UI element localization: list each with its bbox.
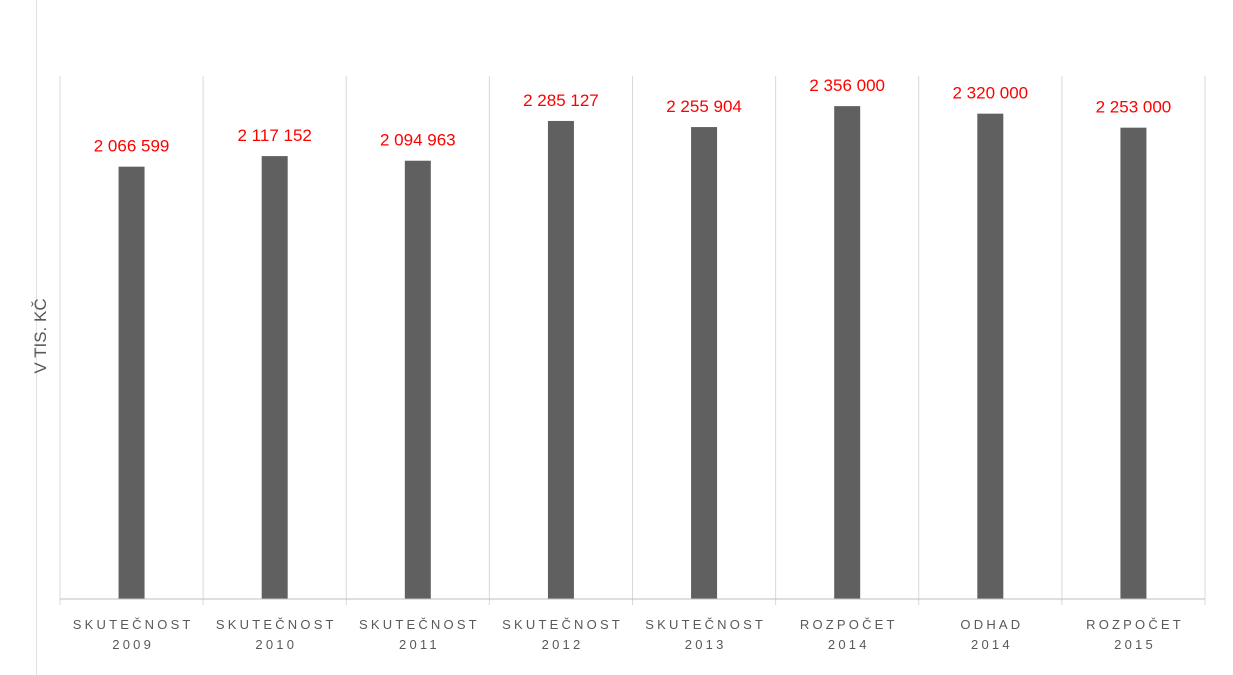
- x-tick-label: SKUTEČNOST: [73, 617, 194, 632]
- bar: [691, 127, 718, 599]
- x-tick-label: 2014: [971, 637, 1013, 652]
- data-label: 2 255 904: [666, 97, 742, 116]
- bar: [834, 106, 861, 599]
- x-tick-label: 2013: [685, 637, 727, 652]
- x-tick-label: SKUTEČNOST: [216, 617, 337, 632]
- x-tick-label: SKUTEČNOST: [645, 617, 766, 632]
- data-label: 2 094 963: [380, 131, 456, 150]
- data-label: 2 356 000: [809, 76, 885, 95]
- x-tick-label: SKUTEČNOST: [502, 617, 623, 632]
- data-label: 2 117 152: [238, 126, 312, 145]
- x-tick-label: 2014: [828, 637, 870, 652]
- bars: [118, 106, 1147, 600]
- x-axis-tick-labels: SKUTEČNOST 2009 SKUTEČNOST 2010 SKUTEČNOST 20…: [73, 617, 1184, 652]
- bar: [118, 166, 145, 600]
- x-tick-label: 2011: [399, 637, 440, 652]
- data-label: 2 253 000: [1096, 98, 1172, 117]
- frame-left-border: [36, 0, 37, 675]
- bar: [977, 113, 1004, 599]
- data-labels: 2 066 599 2 117 152 2 094 963 2 285 127 2 25…: [94, 76, 1172, 156]
- bar: [261, 156, 288, 599]
- x-tick-label: 2009: [112, 637, 154, 652]
- x-tick-label: 2010: [255, 637, 297, 652]
- data-label: 2 066 599: [94, 137, 170, 156]
- bar: [547, 120, 574, 600]
- x-tick-label: ROZPOČET: [800, 617, 898, 632]
- gridlines: [59, 76, 1206, 605]
- x-tick-label: ODHAD: [960, 617, 1023, 632]
- x-tick-label: SKUTEČNOST: [359, 617, 480, 632]
- data-label: 2 320 000: [952, 84, 1028, 103]
- x-tick-label: 2012: [542, 637, 584, 652]
- x-tick-label: ROZPOČET: [1086, 617, 1184, 632]
- y-axis-label: V TIS. KČ: [31, 298, 50, 373]
- x-tick-label: 2015: [1114, 637, 1156, 652]
- bar: [404, 160, 431, 599]
- bar: [1120, 127, 1147, 600]
- data-label: 2 285 127: [523, 91, 599, 110]
